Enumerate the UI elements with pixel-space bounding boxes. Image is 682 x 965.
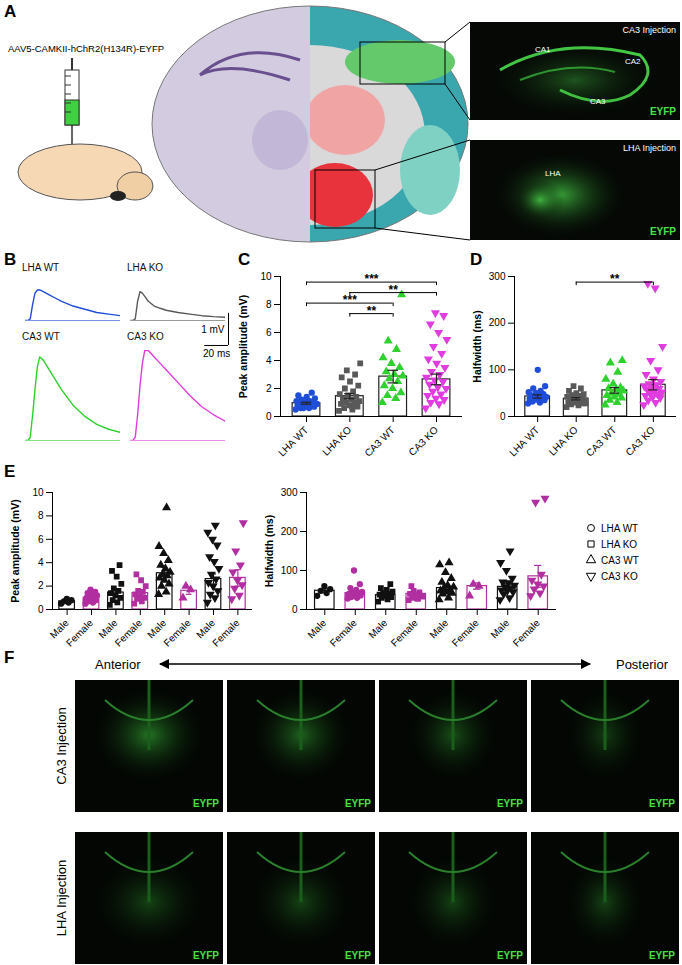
svg-text:6: 6	[38, 534, 44, 545]
svg-text:Female: Female	[389, 617, 421, 649]
svg-text:8: 8	[266, 299, 272, 310]
svg-text:100: 100	[281, 565, 298, 576]
svg-text:0: 0	[266, 411, 272, 422]
svg-text:Female: Female	[64, 617, 96, 649]
svg-text:Anterior: Anterior	[95, 657, 141, 672]
html-text:LHA KO: LHA KO	[601, 538, 638, 550]
svg-text:CA3 Injection: CA3 Injection	[54, 707, 69, 784]
html-text:F: F	[4, 648, 15, 667]
svg-text:CA1: CA1	[535, 45, 551, 54]
svg-text:300: 300	[281, 487, 298, 498]
html-text:A: A	[4, 2, 17, 21]
svg-text:Female: Female	[450, 617, 482, 649]
svg-text:LHA Injection: LHA Injection	[54, 860, 69, 937]
svg-text:0: 0	[38, 604, 44, 615]
html-text:CA3 KO: CA3 KO	[127, 331, 164, 342]
html-text:LHA WT: LHA WT	[601, 522, 639, 534]
svg-text:EYFP: EYFP	[345, 798, 371, 809]
html-text:CA3 WT: CA3 WT	[22, 331, 60, 342]
svg-text:10: 10	[260, 271, 272, 282]
svg-text:300: 300	[489, 271, 506, 282]
html-text:C: C	[238, 250, 251, 269]
svg-text:200: 200	[489, 317, 506, 328]
svg-text:100: 100	[489, 364, 506, 375]
svg-text:CA3: CA3	[590, 97, 606, 106]
svg-text:0: 0	[500, 411, 506, 422]
svg-text:Male: Male	[366, 617, 389, 640]
svg-text:EYFP: EYFP	[497, 798, 523, 809]
svg-text:LHA Injection: LHA Injection	[623, 143, 676, 153]
html-text:CA3 WT: CA3 WT	[601, 554, 639, 566]
svg-text:Male: Male	[305, 617, 328, 640]
svg-text:Male: Male	[47, 617, 71, 641]
svg-text:1 mV: 1 mV	[201, 324, 225, 335]
svg-text:EYFP: EYFP	[193, 798, 219, 809]
svg-text:2: 2	[266, 383, 272, 394]
svg-text:Male: Male	[194, 617, 218, 641]
svg-text:Female: Female	[161, 617, 193, 649]
svg-text:EYFP: EYFP	[649, 950, 675, 961]
svg-text:AAV5-CAMKII-hChR2(H134R)-EYFP: AAV5-CAMKII-hChR2(H134R)-EYFP	[8, 43, 164, 54]
svg-text:0: 0	[292, 604, 298, 615]
svg-text:CA2: CA2	[625, 57, 641, 66]
svg-text:EYFP: EYFP	[650, 106, 676, 117]
html-text:B: B	[4, 250, 17, 269]
html-text:LHA WT: LHA WT	[22, 262, 60, 273]
svg-text:LHA: LHA	[545, 169, 561, 178]
svg-text:Male: Male	[96, 617, 120, 641]
html-text:D: D	[470, 250, 483, 269]
svg-text:CA3 WT: CA3 WT	[362, 424, 396, 458]
html-text:E: E	[4, 462, 16, 481]
html-text:LHA KO: LHA KO	[127, 262, 164, 273]
svg-text:200: 200	[281, 526, 298, 537]
svg-text:6: 6	[266, 327, 272, 338]
svg-text:CA3 KO: CA3 KO	[623, 424, 657, 458]
svg-text:CA3 WT: CA3 WT	[584, 424, 618, 458]
svg-text:EYFP: EYFP	[345, 950, 371, 961]
svg-text:Female: Female	[113, 617, 145, 649]
svg-text:Peak amplitude (mV): Peak amplitude (mV)	[9, 499, 21, 602]
svg-text:20 ms: 20 ms	[203, 348, 230, 359]
svg-text:Female: Female	[210, 617, 242, 649]
svg-text:Peak amplitude (mV): Peak amplitude (mV)	[237, 295, 249, 398]
svg-text:EYFP: EYFP	[193, 950, 219, 961]
svg-text:Halfwidth (ms): Halfwidth (ms)	[471, 310, 483, 382]
svg-text:CA3 KO: CA3 KO	[406, 424, 440, 458]
svg-text:LHA WT: LHA WT	[276, 424, 310, 458]
svg-text:Male: Male	[427, 617, 450, 640]
svg-text:**: **	[388, 283, 398, 297]
svg-text:EYFP: EYFP	[497, 950, 523, 961]
svg-text:10: 10	[32, 487, 44, 498]
svg-text:**: **	[610, 272, 620, 286]
svg-text:4: 4	[38, 557, 44, 568]
svg-text:Male: Male	[488, 617, 511, 640]
html-text:CA3 KO: CA3 KO	[601, 570, 638, 582]
svg-text:4: 4	[266, 355, 272, 366]
svg-text:2: 2	[38, 580, 44, 591]
svg-text:LHA KO: LHA KO	[547, 424, 580, 457]
svg-text:CA3 Injection: CA3 Injection	[622, 25, 676, 35]
svg-text:**: **	[367, 304, 377, 318]
svg-text:Female: Female	[511, 617, 543, 649]
svg-text:LHA WT: LHA WT	[507, 424, 541, 458]
svg-text:8: 8	[38, 510, 44, 521]
svg-text:LHA KO: LHA KO	[320, 424, 353, 457]
svg-text:***: ***	[343, 293, 357, 307]
svg-text:Female: Female	[328, 617, 360, 649]
svg-text:Posterior: Posterior	[616, 657, 669, 672]
svg-text:***: ***	[364, 272, 378, 286]
svg-text:EYFP: EYFP	[650, 226, 676, 237]
svg-text:Halfwidth (ms): Halfwidth (ms)	[263, 515, 275, 587]
svg-text:EYFP: EYFP	[649, 798, 675, 809]
svg-text:Male: Male	[145, 617, 169, 641]
